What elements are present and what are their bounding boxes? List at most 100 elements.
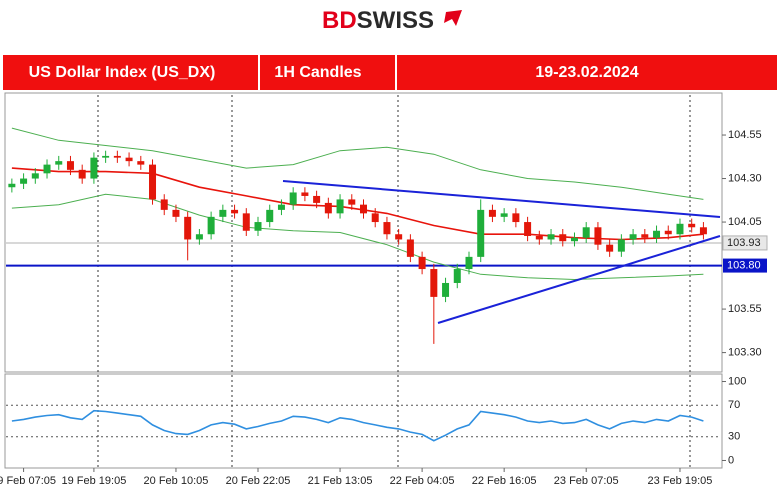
x-tick-label: 23 Feb 07:05	[554, 475, 619, 487]
candle-body	[313, 195, 321, 203]
candle-body	[66, 161, 74, 170]
y-tick-label: 30	[728, 431, 740, 443]
x-tick-label: 23 Feb 19:05	[648, 475, 713, 487]
candle-body	[594, 227, 602, 245]
candle-body	[195, 234, 203, 240]
candle-body	[125, 157, 133, 162]
candle-body	[266, 209, 274, 223]
candle-body	[55, 161, 63, 165]
candle-body	[418, 256, 426, 270]
candle-body	[512, 213, 520, 223]
candle-body	[465, 256, 473, 270]
candle-body	[172, 209, 180, 217]
candle-body	[430, 269, 438, 297]
level-box	[723, 258, 767, 273]
candle-body	[231, 209, 239, 214]
last-price-box	[722, 235, 768, 251]
band-upper	[11, 127, 704, 200]
candle-body	[113, 155, 121, 158]
y-tick-label: 104.30	[728, 172, 762, 184]
trend-line	[282, 180, 721, 218]
candle-body	[242, 213, 250, 231]
candle-body	[653, 230, 661, 238]
candle-body	[336, 199, 344, 214]
band-lower	[11, 193, 704, 281]
candle-body	[406, 239, 414, 257]
x-tick-label: 20 Feb 10:05	[144, 475, 209, 487]
candle-body	[488, 209, 496, 217]
candle-body	[219, 209, 227, 217]
candle-body	[676, 223, 684, 235]
y-tick-label: 103.30	[728, 347, 762, 359]
candle-body	[102, 155, 110, 158]
candle-body	[324, 202, 332, 214]
candle-body	[688, 223, 696, 228]
candle-body	[606, 244, 614, 252]
header-instrument: US Dollar Index (US_DX)	[29, 64, 216, 81]
candle-body	[31, 173, 39, 179]
candle-body	[547, 234, 555, 240]
candle-body	[8, 183, 16, 188]
last-price-label: 103.93	[727, 237, 761, 249]
candle-body	[43, 164, 51, 174]
trend-line	[437, 235, 721, 324]
candle-body	[289, 192, 297, 205]
header-timeframe: 1H Candles	[274, 64, 361, 81]
candle-body	[500, 213, 508, 217]
candle-body	[477, 209, 485, 257]
candle-body	[664, 230, 672, 235]
candle-body	[277, 204, 285, 210]
rsi-panel	[4, 373, 723, 469]
candle-body	[301, 192, 309, 196]
y-tick-label: 0	[728, 454, 734, 466]
candle-body	[453, 269, 461, 283]
header-dates: 19-23.02.2024	[535, 64, 638, 81]
y-tick-label: 100	[728, 375, 746, 387]
candle-body	[641, 234, 649, 238]
candle-body	[570, 237, 578, 242]
x-tick-label: 22 Feb 16:05	[472, 475, 537, 487]
y-tick-label: 104.55	[728, 129, 762, 141]
x-tick-label: 22 Feb 04:05	[390, 475, 455, 487]
candle-body	[524, 222, 532, 236]
candle-body	[149, 164, 157, 200]
candle-body	[383, 222, 391, 235]
header-cell	[3, 55, 258, 90]
x-tick-label: 19 Feb 07:05	[0, 475, 56, 487]
logo-b: SWISS	[357, 7, 434, 34]
candle-body	[629, 234, 637, 240]
logo: BDSWISS	[322, 7, 434, 34]
x-tick-label: 20 Feb 22:05	[226, 475, 291, 487]
level-label: 103.80	[727, 259, 761, 271]
logo-icon	[444, 10, 462, 26]
header-cell	[397, 55, 777, 90]
candle-body	[90, 157, 98, 179]
x-tick-label: 21 Feb 13:05	[308, 475, 373, 487]
candle-body	[371, 213, 379, 223]
candle-body	[559, 234, 567, 242]
x-tick-label: 19 Feb 19:05	[61, 475, 126, 487]
y-tick-label: 70	[728, 399, 740, 411]
candle-body	[582, 227, 590, 238]
candle-body	[254, 222, 262, 231]
y-tick-label: 103.55	[728, 303, 762, 315]
candle-body	[20, 178, 28, 184]
candle-body	[207, 216, 215, 235]
candle-body	[699, 227, 707, 235]
candle-body	[348, 199, 356, 205]
candle-body	[617, 239, 625, 252]
candle-body	[184, 216, 192, 240]
rsi-line	[11, 409, 704, 442]
candle-body	[360, 204, 367, 214]
candle-body	[78, 169, 86, 179]
candle-body	[535, 235, 543, 240]
logo-a: BD	[322, 7, 357, 34]
candle-body	[442, 282, 450, 297]
candle-body	[160, 199, 168, 210]
plot: 103.30 103.55 104.05 104.30 104.55 103.93 103.…	[0, 127, 768, 487]
y-tick-label: 104.05	[728, 216, 762, 228]
candle-body	[137, 161, 145, 165]
header-cell	[260, 55, 395, 90]
main-panel	[4, 92, 723, 373]
